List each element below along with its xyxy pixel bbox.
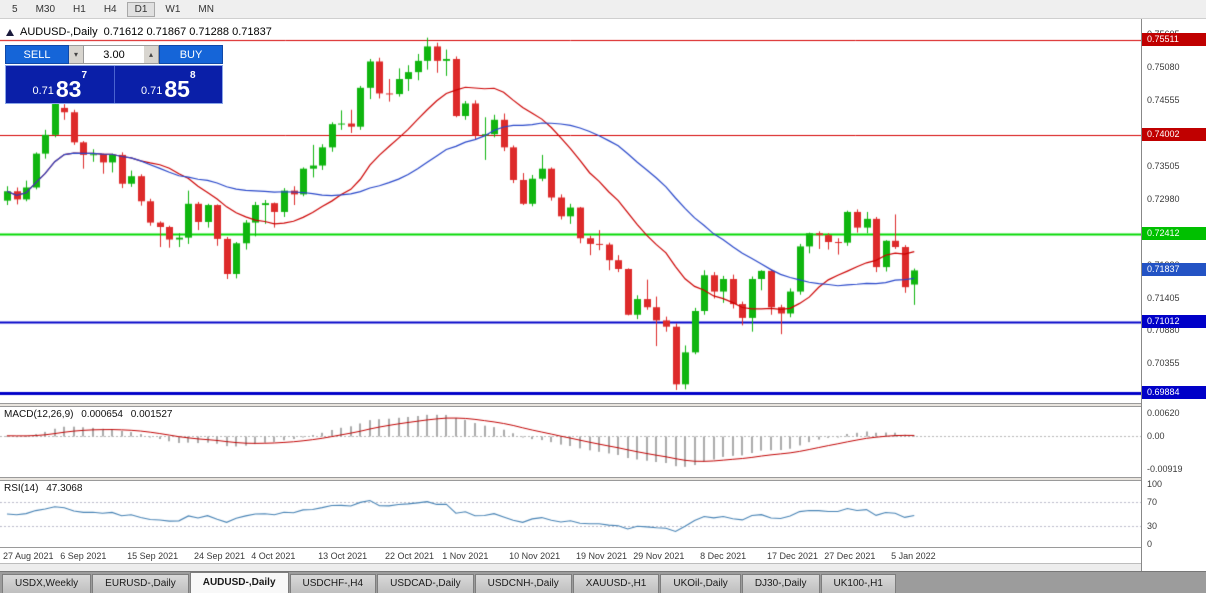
macd-tick-label: 0.00620 [1147, 408, 1180, 419]
macd-main-value: 0.000654 [81, 409, 123, 420]
macd-signal-value: 0.001527 [130, 409, 173, 420]
buy-price-point: 8 [189, 70, 196, 81]
rsi-header: RSI(14) 47.3068 [4, 483, 82, 494]
macd-label: MACD(12,26,9) [4, 409, 74, 420]
macd-tick-label: -0.00919 [1147, 464, 1183, 475]
horizontal-scrollbar[interactable] [0, 563, 1206, 571]
current-price-badge: 0.71837 [1142, 263, 1206, 277]
time-axis-label: 6 Sep 2021 [60, 551, 107, 561]
rsi-tick-label: 30 [1147, 521, 1158, 531]
chart-tab-ukoil-daily[interactable]: UKOil-,Daily [660, 574, 741, 593]
macd-panel: MACD(12,26,9) 0.000654 0.001527 [0, 407, 1141, 477]
rsi-tick-label: 0 [1147, 539, 1153, 549]
buy-price-prefix: 0.71 [140, 85, 163, 97]
chart-tab-usdcad-daily[interactable]: USDCAD-,Daily [377, 574, 474, 593]
time-axis-label: 24 Sep 2021 [194, 551, 246, 561]
price-tick-label: 0.70355 [1147, 358, 1180, 369]
chart-tab-xauusd-h1[interactable]: XAUUSD-,H1 [572, 574, 660, 593]
time-axis-label: 27 Aug 2021 [3, 551, 54, 561]
price-tick-label: 0.75080 [1147, 62, 1180, 73]
one-click-trading-panel: SELL ▾ ▴ BUY 0.71 83 7 0.71 85 8 [5, 45, 223, 104]
rsi-indicator-canvas[interactable] [0, 481, 1141, 547]
time-axis-label: 8 Dec 2021 [700, 551, 747, 561]
chart-ohlc-values: 0.71612 0.71867 0.71288 0.71837 [103, 26, 272, 38]
price-tick-label: 0.74555 [1147, 95, 1180, 106]
volume-input[interactable] [84, 45, 144, 64]
sell-price-prefix: 0.71 [32, 85, 54, 97]
chart-tab-audusd-daily[interactable]: AUDUSD-,Daily [189, 572, 289, 593]
level-price-badge: 0.69884 [1142, 385, 1206, 399]
chart-tab-usdchf-h4[interactable]: USDCHF-,H4 [289, 574, 377, 593]
time-axis-label: 5 Jan 2022 [891, 551, 936, 561]
level-price-badge: 0.74002 [1142, 127, 1206, 141]
time-axis-label: 1 Nov 2021 [442, 551, 489, 561]
chart-tab-usdx-weekly[interactable]: USDX,Weekly [2, 574, 92, 593]
time-axis-label: 4 Oct 2021 [251, 551, 296, 561]
time-axis-label: 10 Nov 2021 [509, 551, 561, 561]
buy-button[interactable]: BUY [159, 45, 223, 64]
panel-separator[interactable] [0, 477, 1206, 481]
price-chart-panel: AUDUSD-,Daily 0.71612 0.71867 0.71288 0.… [0, 19, 1141, 403]
buy-price-display[interactable]: 0.71 85 8 [113, 66, 222, 103]
time-axis-label: 22 Oct 2021 [385, 551, 435, 561]
level-price-badge: 0.71012 [1142, 315, 1206, 329]
timeframe-button-5[interactable]: 5 [4, 2, 26, 17]
timeframe-button-m30[interactable]: M30 [28, 2, 63, 17]
price-tick-label: 0.73505 [1147, 160, 1180, 171]
chart-tab-dj30-daily[interactable]: DJ30-,Daily [741, 574, 820, 593]
timeframe-button-mn[interactable]: MN [190, 2, 222, 17]
time-axis-label: 17 Dec 2021 [767, 551, 819, 561]
volume-increase-button[interactable]: ▴ [144, 45, 159, 64]
trade-prices-row: 0.71 83 7 0.71 85 8 [5, 65, 223, 104]
rsi-value: 47.3068 [46, 483, 83, 494]
macd-indicator-canvas[interactable] [0, 407, 1141, 477]
rsi-label: RSI(14) [4, 483, 39, 494]
level-price-badge: 0.72412 [1142, 227, 1206, 241]
macd-header: MACD(12,26,9) 0.000654 0.001527 [4, 409, 172, 420]
sell-button[interactable]: SELL [5, 45, 69, 64]
rsi-tick-label: 70 [1147, 497, 1158, 507]
sell-price-display[interactable]: 0.71 83 7 [6, 66, 114, 103]
trade-controls-row: SELL ▾ ▴ BUY [5, 45, 223, 64]
chart-tab-eurusd-daily[interactable]: EURUSD-,Daily [92, 574, 189, 593]
price-tick-label: 0.71405 [1147, 292, 1180, 303]
timeframe-toolbar: 5 M30 H1 H4 D1 W1 MN [0, 0, 1206, 19]
timeframe-button-h1[interactable]: H1 [65, 2, 94, 17]
timeframe-button-h4[interactable]: H4 [96, 2, 125, 17]
rsi-tick-label: 100 [1147, 479, 1163, 489]
time-axis-label: 27 Dec 2021 [824, 551, 876, 561]
sell-price-point: 7 [81, 70, 88, 81]
chart-tabs-bar: USDX,Weekly EURUSD-,Daily AUDUSD-,Daily USD… [0, 571, 1206, 593]
sell-price-pips: 83 [55, 76, 82, 102]
timeframe-button-w1[interactable]: W1 [157, 2, 188, 17]
chart-window: AUDUSD-,Daily 0.71612 0.71867 0.71288 0.… [0, 19, 1206, 571]
time-axis-label: 15 Sep 2021 [127, 551, 179, 561]
level-price-badge: 0.75511 [1142, 33, 1206, 47]
time-axis-label: 29 Nov 2021 [633, 551, 685, 561]
chart-tab-uk100-h1[interactable]: UK100-,H1 [820, 574, 896, 593]
macd-tick-label: 0.00 [1147, 430, 1165, 441]
time-axis-label: 13 Oct 2021 [318, 551, 368, 561]
buy-price-pips: 85 [164, 76, 190, 102]
timeframe-button-d1[interactable]: D1 [126, 1, 156, 17]
price-tick-label: 0.72980 [1147, 193, 1180, 204]
chart-tab-usdcnh-daily[interactable]: USDCNH-,Daily [474, 574, 572, 593]
price-axis[interactable]: 0.756050.750800.745550.740300.735050.729… [1141, 19, 1206, 571]
one-click-collapse-icon[interactable] [6, 28, 14, 36]
price-tick-label: 0.70880 [1147, 325, 1180, 336]
time-axis[interactable]: 27 Aug 2021 6 Sep 2021 15 Sep 2021 24 Sep 2… [0, 547, 1141, 563]
panel-separator[interactable] [0, 403, 1206, 407]
chart-symbol-period: AUDUSD-,Daily [20, 26, 98, 38]
chart-title: AUDUSD-,Daily 0.71612 0.71867 0.71288 0.… [6, 26, 272, 38]
time-axis-label: 19 Nov 2021 [576, 551, 628, 561]
rsi-panel: RSI(14) 47.3068 [0, 481, 1141, 547]
volume-decrease-button[interactable]: ▾ [69, 45, 84, 64]
